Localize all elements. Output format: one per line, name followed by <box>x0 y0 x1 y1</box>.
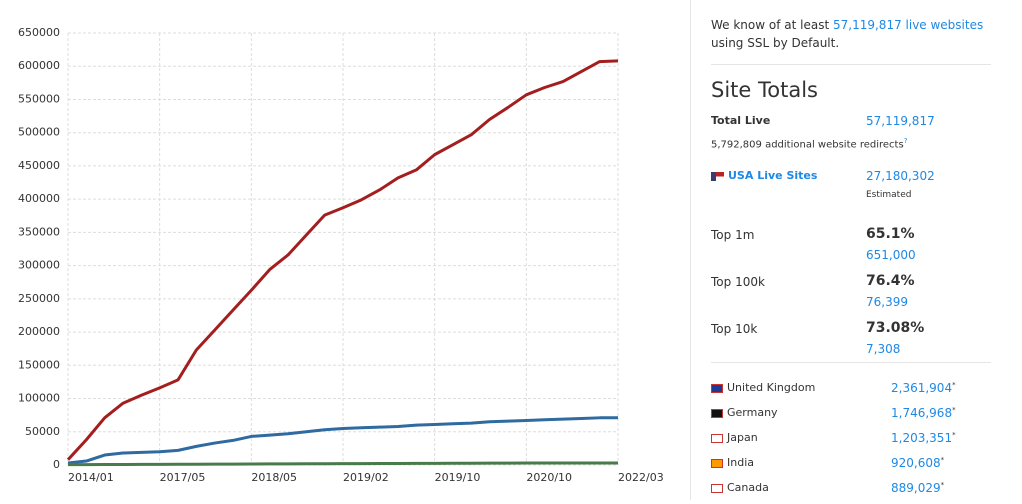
flag <box>711 458 723 468</box>
mark: * <box>952 431 956 439</box>
mark: * <box>940 456 945 464</box>
value[interactable]: 2,361,904 <box>891 381 953 395</box>
redirects: 5,792,809 additional website redirects <box>711 139 904 151</box>
value[interactable]: 889,029 <box>891 481 941 495</box>
country-value[interactable]: 920,608* <box>891 456 944 470</box>
divider <box>711 64 991 65</box>
y-tick-label: 500000 <box>18 126 60 139</box>
intro: We know of at least 57,119,817 live webs… <box>711 16 1001 52</box>
flag <box>711 383 723 393</box>
y-tick-label: 650000 <box>18 26 60 39</box>
intro-link[interactable]: 57,119,817 live websites <box>833 18 984 32</box>
y-tick-label: 450000 <box>18 159 60 172</box>
mark: * <box>952 406 956 414</box>
value[interactable]: 920,608 <box>891 456 941 470</box>
value[interactable]: 1,203,351 <box>891 431 953 445</box>
x-tick-label: 2017/05 <box>160 471 206 484</box>
x-tick-label: 2019/02 <box>343 471 389 484</box>
y-tick-label: 350000 <box>18 225 60 238</box>
y-tick-label: 550000 <box>18 92 60 105</box>
country: United Kingdom <box>711 381 815 394</box>
label: Top 10k <box>711 322 758 336</box>
chart: 0 50000 100000 150000 200000 250000 300000 3500… <box>18 26 664 484</box>
usa-link[interactable]: USA Live Sites <box>728 169 818 182</box>
help[interactable]: ? <box>903 137 908 145</box>
y-tick-label: 150000 <box>18 358 60 371</box>
label: Total Live <box>711 114 771 127</box>
note: Estimated <box>866 190 912 200</box>
value[interactable]: 27,180,302 <box>866 169 935 183</box>
country: Germany <box>711 406 778 419</box>
country-value[interactable]: 889,029* <box>891 481 944 495</box>
country-name: Canada <box>727 481 769 494</box>
count[interactable]: 7,308 <box>866 342 901 356</box>
mark: * <box>952 381 956 389</box>
x-tick-label: 2022/03 <box>618 471 664 484</box>
count[interactable]: 651,000 <box>866 248 916 262</box>
title: Site Totals <box>711 78 818 102</box>
percent: 73.08% <box>866 320 925 336</box>
value[interactable]: 57,119,817 <box>866 114 935 128</box>
label: Top 100k <box>711 275 765 289</box>
percent: 65.1% <box>866 226 915 242</box>
line <box>67 461 618 467</box>
y-tick-label: 400000 <box>18 192 60 205</box>
country-name: Germany <box>727 406 778 419</box>
y-tick-label: 0 <box>53 458 60 471</box>
line <box>67 416 618 465</box>
label: Top 1m <box>711 228 755 242</box>
count[interactable]: 76,399 <box>866 295 908 309</box>
intro-text: We know of at least <box>711 18 830 32</box>
x-tick-label: 2020/10 <box>526 471 572 484</box>
value[interactable]: 1,746,968 <box>891 406 953 420</box>
y-tick-label: 300000 <box>18 259 60 272</box>
y-tick-label: 250000 <box>18 292 60 305</box>
country-name: India <box>727 456 754 469</box>
divider <box>711 362 991 363</box>
country-value[interactable]: 1,746,968* <box>891 406 956 420</box>
country: India <box>711 456 754 469</box>
country: Japan <box>711 431 758 444</box>
country-value[interactable]: 1,203,351* <box>891 431 956 445</box>
flag <box>711 483 723 493</box>
sidebar: We know of at least 57,119,817 live webs… <box>690 0 1022 500</box>
x-tick-label: 2019/10 <box>435 471 481 484</box>
x-tick-label: 2014/01 <box>68 471 114 484</box>
flag <box>711 408 723 418</box>
y-tick-label: 50000 <box>25 425 60 438</box>
country: Canada <box>711 481 769 494</box>
country-name: Japan <box>727 431 758 444</box>
mark: * <box>940 481 945 489</box>
x-tick-label: 2018/05 <box>251 471 297 484</box>
country-value[interactable]: 2,361,904* <box>891 381 956 395</box>
y-tick-label: 600000 <box>18 59 60 72</box>
country-name: United Kingdom <box>727 381 816 394</box>
line <box>66 59 619 461</box>
y-tick-label: 200000 <box>18 325 60 338</box>
flag <box>711 433 723 443</box>
percent: 76.4% <box>866 273 915 289</box>
y-tick-label: 100000 <box>18 392 60 405</box>
intro-text: using SSL by Default. <box>711 36 840 50</box>
